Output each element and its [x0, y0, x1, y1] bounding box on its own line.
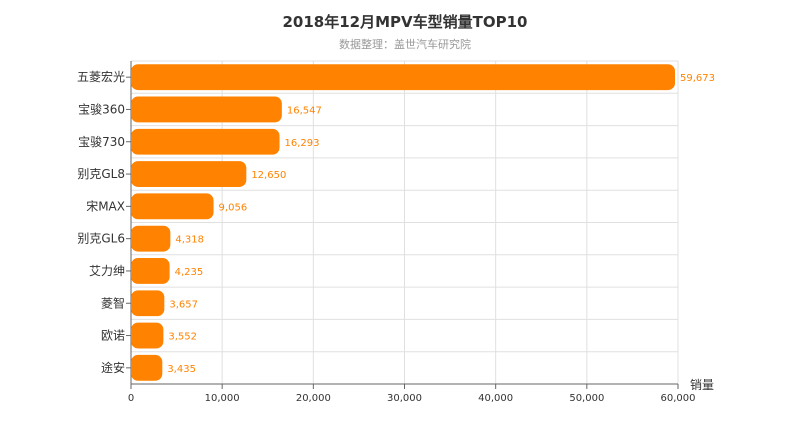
- category-label: 菱智: [101, 295, 125, 310]
- chart-title: 2018年12月MPV车型销量TOP10: [282, 13, 528, 31]
- bar: [131, 225, 171, 252]
- x-tick-label: 60,000: [661, 393, 696, 404]
- value-label: 3,552: [168, 332, 197, 343]
- x-tick-label: 10,000: [205, 393, 240, 404]
- value-label: 3,657: [169, 299, 198, 310]
- bar: [131, 161, 247, 187]
- value-label: 59,673: [680, 73, 715, 84]
- bar: [131, 258, 170, 284]
- category-label: 宝骏360: [78, 102, 125, 116]
- value-label: 16,547: [287, 105, 322, 116]
- bar: [131, 354, 163, 381]
- value-label: 9,056: [219, 202, 248, 213]
- value-label: 4,318: [175, 235, 204, 246]
- bar: [131, 64, 676, 91]
- category-label: 艾力绅: [89, 264, 125, 278]
- x-axis-title: 销量: [690, 378, 714, 392]
- category-label: 欧诺: [101, 329, 125, 343]
- category-label: 宋MAX: [86, 198, 125, 213]
- value-label: 12,650: [251, 170, 286, 181]
- category-label: 宝骏730: [78, 135, 125, 149]
- bar: [131, 96, 282, 123]
- x-tick-label: 50,000: [569, 393, 604, 404]
- value-label: 16,293: [285, 138, 320, 149]
- bar: [131, 290, 165, 317]
- category-label: 别克GL8: [77, 167, 125, 181]
- bar: [131, 322, 164, 349]
- x-tick-label: 30,000: [387, 393, 422, 404]
- bar: [131, 128, 280, 155]
- category-label: 别克GL6: [77, 232, 125, 246]
- x-tick-label: 40,000: [478, 393, 513, 404]
- x-tick-label: 20,000: [296, 393, 331, 404]
- bar: [131, 193, 214, 220]
- category-label: 五菱宏光: [77, 69, 125, 84]
- value-label: 3,435: [167, 364, 196, 375]
- value-label: 4,235: [175, 267, 204, 278]
- x-tick-label: 0: [128, 393, 134, 404]
- category-label: 途安: [101, 360, 125, 375]
- chart-subtitle: 数据整理：盖世汽车研究院: [339, 38, 471, 51]
